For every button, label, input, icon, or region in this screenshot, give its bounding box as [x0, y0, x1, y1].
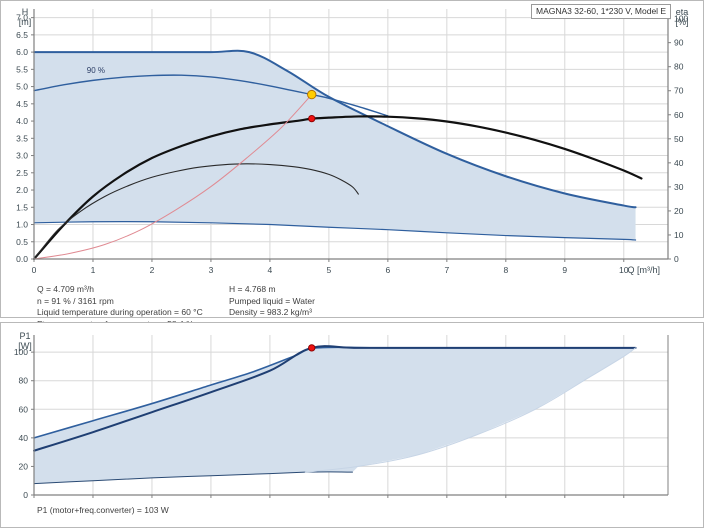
- tick-label-eta: 40: [674, 158, 684, 168]
- tick-label-eta: 50: [674, 134, 684, 144]
- info-p1: P1 (motor+freq.converter) = 103 W: [37, 505, 169, 515]
- model-title-box: MAGNA3 32-60, 1*230 V, Model E: [531, 4, 672, 19]
- tick-label-eta: 80: [674, 62, 684, 72]
- tick-label-q: 6: [385, 265, 390, 275]
- tick-label-h: 0.5: [16, 237, 28, 247]
- y-axis-unit-p1: [W]: [18, 341, 32, 351]
- tick-label-h: 0.0: [16, 254, 28, 264]
- tick-label-eta: 60: [674, 110, 684, 120]
- tick-label-h: 1.5: [16, 202, 28, 212]
- tick-label-p1: 60: [19, 404, 29, 414]
- y-axis-unit-eta: [%]: [675, 17, 688, 27]
- tick-label-eta: 100: [674, 14, 688, 24]
- power-band: [34, 347, 636, 484]
- x-axis-title-q: Q [m³/h]: [627, 265, 660, 275]
- y-axis-title-eta: eta: [676, 7, 689, 17]
- top-chart-group: 0.0 0.5 1.0 1.5 2.0 2.5 3.0 3.5 4.0 4.5 5.0 5.5 6.0 6…: [16, 7, 688, 275]
- curve-p1-band-lower-boundary: [304, 347, 637, 473]
- y-axis-unit-h: [m]: [19, 17, 32, 27]
- power-info: P1 (motor+freq.converter) = 103 W: [37, 505, 169, 517]
- tick-label-q: 9: [562, 265, 567, 275]
- tick-label-q: 2: [150, 265, 155, 275]
- curve-label-90pct: 90 %: [87, 66, 105, 75]
- tick-label-eta: 90: [674, 38, 684, 48]
- tick-label-h: 4.0: [16, 116, 28, 126]
- tick-label-q: 10: [619, 265, 629, 275]
- tick-label-eta: 0: [674, 254, 679, 264]
- curve-90-speed-head-curve: [33, 74, 389, 117]
- curve-min-speed-head-curve-lower-envelope-: [33, 221, 637, 241]
- tick-label-q: 4: [268, 265, 273, 275]
- duty-point-head[interactable]: [307, 89, 317, 100]
- tick-label-h: 7.0: [16, 13, 28, 23]
- tick-label-h: 2.5: [16, 168, 28, 178]
- head-efficiency-chart: 0.0 0.5 1.0 1.5 2.0 2.5 3.0 3.5 4.0 4.5 5.0 5.5 6.0 6…: [16, 7, 688, 275]
- tick-label-q: 8: [503, 265, 508, 275]
- tick-label-h: 6.0: [16, 47, 28, 57]
- curve-system-control-curve: [33, 94, 313, 260]
- curve-eta-pump-motor-freq-converter: [32, 115, 643, 261]
- tick-label-h: 5.5: [16, 64, 28, 74]
- curve-eta-pump: [33, 163, 359, 260]
- head-efficiency-panel: 0.0 0.5 1.0 1.5 2.0 2.5 3.0 3.5 4.0 4.5 5.0 5.5 6.0 6…: [0, 0, 704, 329]
- tick-label-h: 3.5: [16, 133, 28, 143]
- tick-label-p1: 100: [14, 347, 28, 357]
- duty-info-right: H = 4.768 m Pumped liquid = Water Densit…: [229, 284, 315, 319]
- info-q: Q = 4.709 m³/h: [37, 284, 94, 294]
- tick-label-p1: 80: [19, 376, 29, 386]
- tick-label-p1: 0: [23, 490, 28, 500]
- tick-label-q: 7: [444, 265, 449, 275]
- curve-max-speed-head-curve-upper-envelope-: [33, 49, 637, 209]
- bottom-chart-group: 0 20 40 60 80 100 P1[W]: [14, 331, 669, 500]
- tick-label-q: 3: [209, 265, 214, 275]
- curve-p1-min-envelope: [33, 471, 353, 485]
- tick-label-q: 1: [91, 265, 96, 275]
- tick-label-h: 1.0: [16, 220, 28, 230]
- tick-label-h: 4.5: [16, 99, 28, 109]
- duty-point-power[interactable]: [308, 344, 316, 352]
- tick-label-eta: 10: [674, 230, 684, 240]
- tick-label-h: 6.5: [16, 30, 28, 40]
- info-h: H = 4.768 m: [229, 284, 276, 294]
- tick-label-h: 3.0: [16, 151, 28, 161]
- power-chart: 0 20 40 60 80 100 P1[W]: [14, 331, 669, 500]
- tick-label-h: 5.0: [16, 82, 28, 92]
- tick-label-p1: 20: [19, 461, 29, 471]
- tick-label-h: 2.0: [16, 185, 28, 195]
- tick-label-q: 0: [32, 265, 37, 275]
- tick-label-q: 5: [327, 265, 332, 275]
- duty-point-efficiency[interactable]: [308, 114, 316, 123]
- power-panel: 0 20 40 60 80 100 P1 [W] P1 (motor+freq.convert…: [0, 322, 704, 528]
- tick-label-eta: 70: [674, 86, 684, 96]
- info-pumped-liquid: Pumped liquid = Water: [229, 295, 315, 306]
- y-axis-title-h: H: [22, 7, 29, 17]
- info-n: n = 91 % / 3161 rpm: [37, 295, 114, 306]
- info-liquid-temp: Liquid temperature during operation = 60…: [37, 307, 203, 317]
- y-axis-title-p1: P1: [19, 331, 30, 341]
- curve-p1-at-duty-speed: [33, 345, 637, 452]
- performance-band: [34, 50, 636, 241]
- info-density: Density = 983.2 kg/m³: [229, 307, 312, 317]
- tick-label-eta: 20: [674, 206, 684, 216]
- tick-label-p1: 40: [19, 433, 29, 443]
- tick-label-eta: 30: [674, 182, 684, 192]
